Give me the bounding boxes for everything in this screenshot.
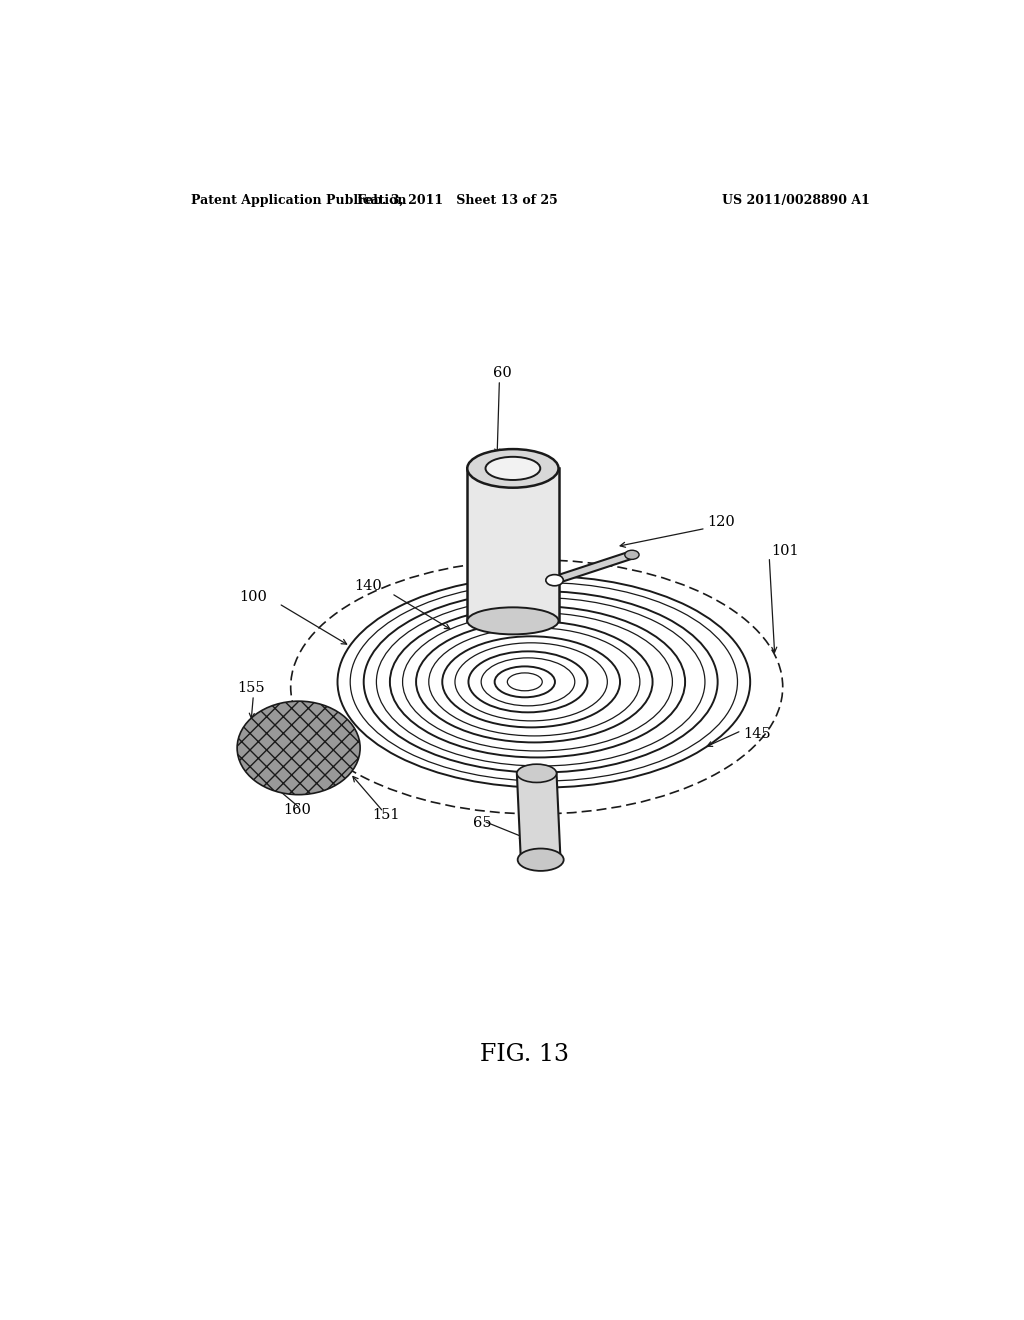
Text: 60: 60 (494, 366, 512, 380)
Text: 160: 160 (283, 803, 310, 817)
Text: 155: 155 (238, 681, 265, 696)
Polygon shape (467, 469, 558, 620)
Text: 120: 120 (708, 515, 735, 529)
Text: 151: 151 (373, 808, 400, 822)
Polygon shape (517, 774, 560, 859)
Text: Feb. 3, 2011   Sheet 13 of 25: Feb. 3, 2011 Sheet 13 of 25 (357, 194, 558, 207)
Ellipse shape (485, 457, 541, 480)
Ellipse shape (517, 764, 557, 783)
Ellipse shape (518, 849, 563, 871)
Text: 145: 145 (743, 727, 771, 741)
Text: Patent Application Publication: Patent Application Publication (191, 194, 407, 207)
Ellipse shape (238, 701, 360, 795)
Text: 101: 101 (771, 544, 799, 558)
Ellipse shape (625, 550, 639, 560)
Text: 100: 100 (240, 590, 267, 603)
Ellipse shape (467, 607, 558, 635)
Ellipse shape (467, 449, 558, 487)
Text: 140: 140 (354, 579, 382, 594)
Text: 65: 65 (473, 816, 492, 830)
Text: FIG. 13: FIG. 13 (480, 1043, 569, 1067)
Text: US 2011/0028890 A1: US 2011/0028890 A1 (722, 194, 870, 207)
Ellipse shape (546, 574, 563, 586)
